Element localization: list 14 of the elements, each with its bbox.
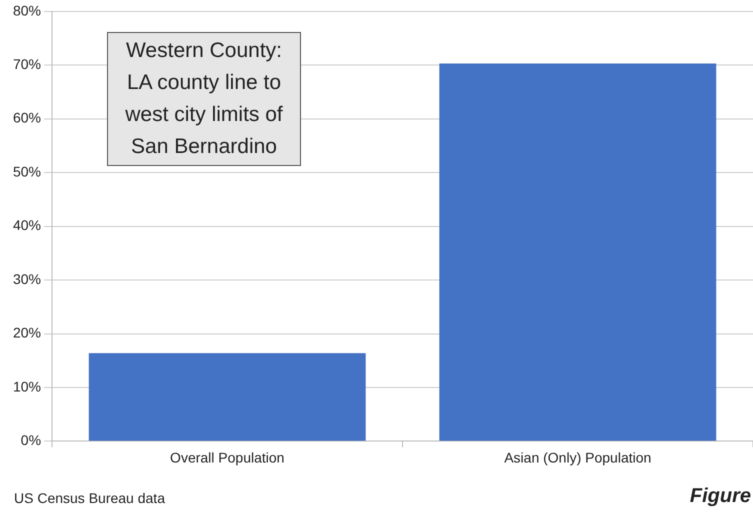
text: Figure <box>690 485 751 508</box>
y-tick-label: 0% <box>20 432 42 448</box>
y-tick-label: 10% <box>12 378 42 394</box>
y-tick-label: 80% <box>12 2 42 18</box>
y-tick-label: 50% <box>12 163 42 180</box>
text: US Census Bureau data <box>14 490 165 506</box>
y-tick-label: 30% <box>12 270 42 287</box>
y-tick-label: 70% <box>12 56 42 72</box>
y-tick-label: 60% <box>12 110 42 126</box>
y-tick-label: 20% <box>12 324 42 341</box>
x-tick-label: Overall Population <box>170 449 284 466</box>
y-tick-label: 40% <box>12 217 42 234</box>
x-tick-label: Asian (Only) Population <box>504 449 652 466</box>
annotation: Western County: LA county line to west city limits of San Bernardino <box>107 32 301 166</box>
